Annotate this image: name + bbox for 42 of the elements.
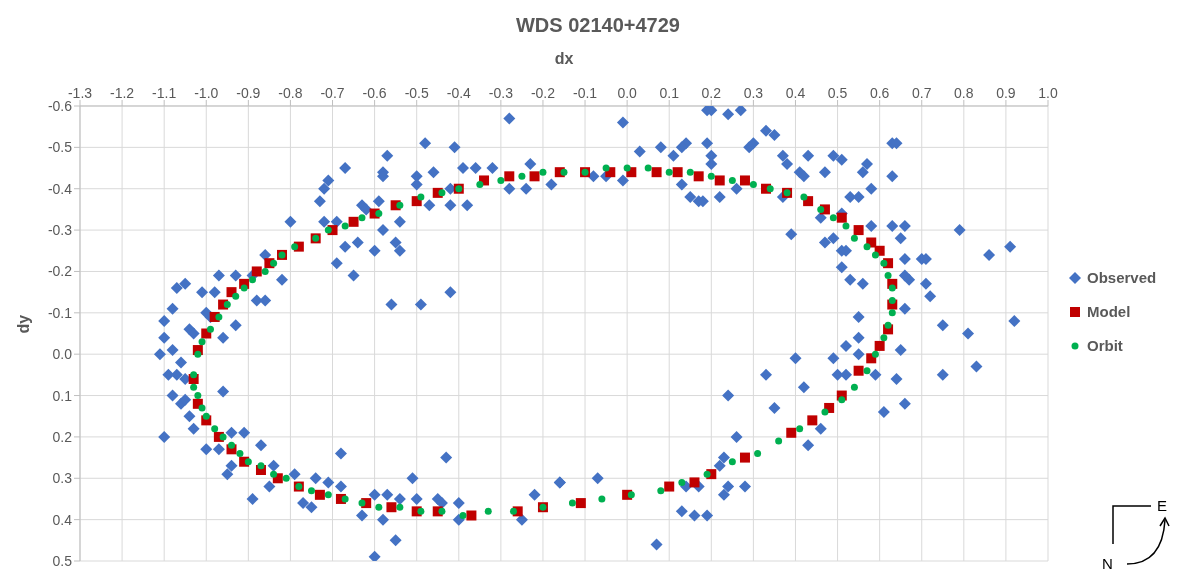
y-tick-label: 0.2 (52, 428, 73, 445)
x-tick-label: 0.5 (827, 85, 848, 101)
x-tick-label: -0.9 (236, 85, 261, 101)
x-tick-label: -0.7 (320, 85, 345, 101)
x-tick-label: 0.6 (869, 85, 890, 101)
x-tick-label: -0.5 (404, 85, 429, 101)
y-tick-label: 0.4 (52, 511, 73, 528)
y-tick-label: -0.1 (47, 304, 73, 321)
y-tick-label: -0.4 (47, 180, 73, 197)
x-tick-label: -1.1 (152, 85, 177, 101)
text: N (1102, 555, 1113, 572)
x-tick-label: 0.3 (743, 85, 764, 101)
x-tick-label: -0.4 (446, 85, 472, 101)
y-axis-title: dy (14, 314, 32, 334)
chart-title: WDS 02140+4729 (515, 13, 681, 38)
x-tick-label: 0.9 (996, 85, 1016, 101)
x-axis-title: dx (554, 50, 574, 68)
x-tick-label: -0.1 (572, 85, 598, 101)
y-tick-label: 0.0 (52, 346, 73, 363)
x-tick-label: -1.2 (110, 85, 135, 101)
x-tick-label: 0.1 (659, 85, 680, 101)
x-tick-label: 0.4 (785, 85, 806, 101)
x-tick-label: 0.0 (617, 85, 638, 101)
x-tick-label: -0.6 (362, 85, 387, 101)
x-tick-label: 1.0 (1038, 85, 1058, 101)
y-tick-label: -0.3 (47, 222, 73, 239)
text: E (1157, 497, 1168, 514)
x-tick-label: -0.2 (530, 85, 556, 101)
x-tick-label: -0.3 (488, 85, 514, 101)
y-tick-label: 0.1 (52, 387, 73, 404)
x-tick-label: -0.8 (278, 85, 303, 101)
y-tick-label: -0.5 (47, 139, 73, 156)
x-tick-label: 0.2 (701, 85, 722, 101)
legend-label: Observed (1087, 269, 1157, 286)
y-tick-label: -0.2 (47, 263, 73, 280)
y-tick-label: 0.5 (52, 552, 73, 569)
x-tick-label: -1.0 (194, 85, 219, 101)
legend-label: Orbit (1087, 337, 1123, 354)
x-tick-label: 0.8 (954, 85, 974, 101)
legend-label: Model (1087, 303, 1131, 320)
x-tick-label: 0.7 (912, 85, 932, 101)
y-tick-label: 0.3 (52, 470, 73, 487)
